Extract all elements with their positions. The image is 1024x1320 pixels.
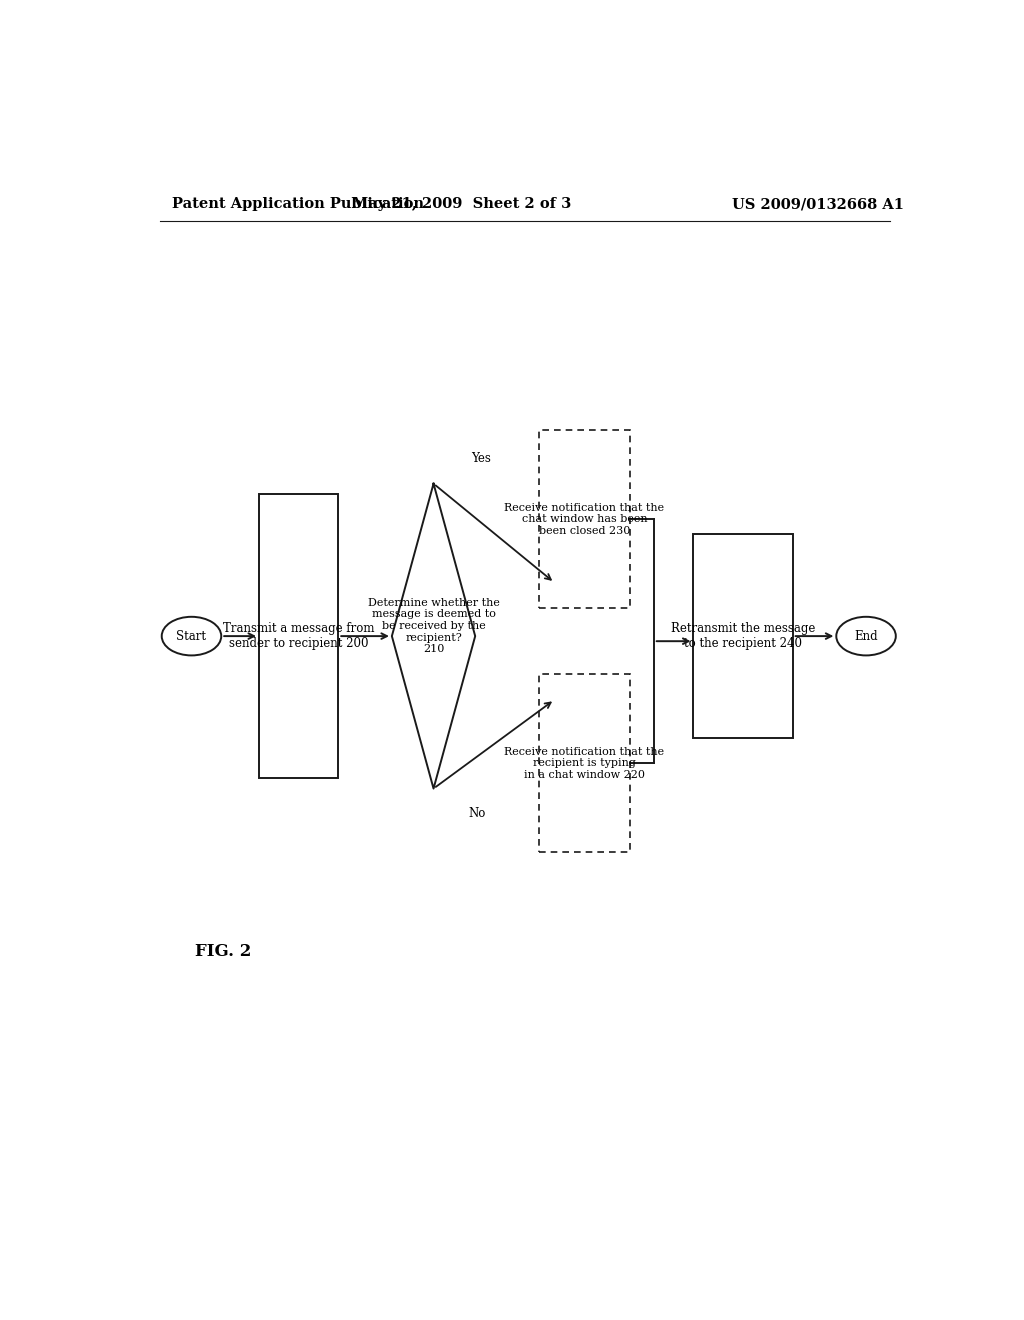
Text: No: No: [469, 808, 485, 821]
Text: Patent Application Publication: Patent Application Publication: [172, 197, 424, 211]
Bar: [539, 675, 630, 853]
Text: May 21, 2009  Sheet 2 of 3: May 21, 2009 Sheet 2 of 3: [351, 197, 571, 211]
Text: FIG. 2: FIG. 2: [196, 942, 252, 960]
Text: Determine whether the
message is deemed to
be received by the
recipient?
210: Determine whether the message is deemed …: [368, 598, 500, 655]
Text: End: End: [854, 630, 878, 643]
Bar: [259, 494, 338, 779]
Bar: [693, 535, 793, 738]
Bar: [539, 430, 630, 609]
Text: Retransmit the message
to the recipient 240: Retransmit the message to the recipient …: [671, 622, 815, 651]
Text: Transmit a message from
sender to recipient 200: Transmit a message from sender to recipi…: [223, 622, 375, 651]
Text: US 2009/0132668 A1: US 2009/0132668 A1: [732, 197, 904, 211]
Text: Receive notification that the
recipient is typing
in a chat window 220: Receive notification that the recipient …: [504, 747, 665, 780]
Text: Yes: Yes: [471, 451, 492, 465]
Text: Start: Start: [176, 630, 207, 643]
Text: Receive notification that the
chat window has been
been closed 230: Receive notification that the chat windo…: [504, 503, 665, 536]
